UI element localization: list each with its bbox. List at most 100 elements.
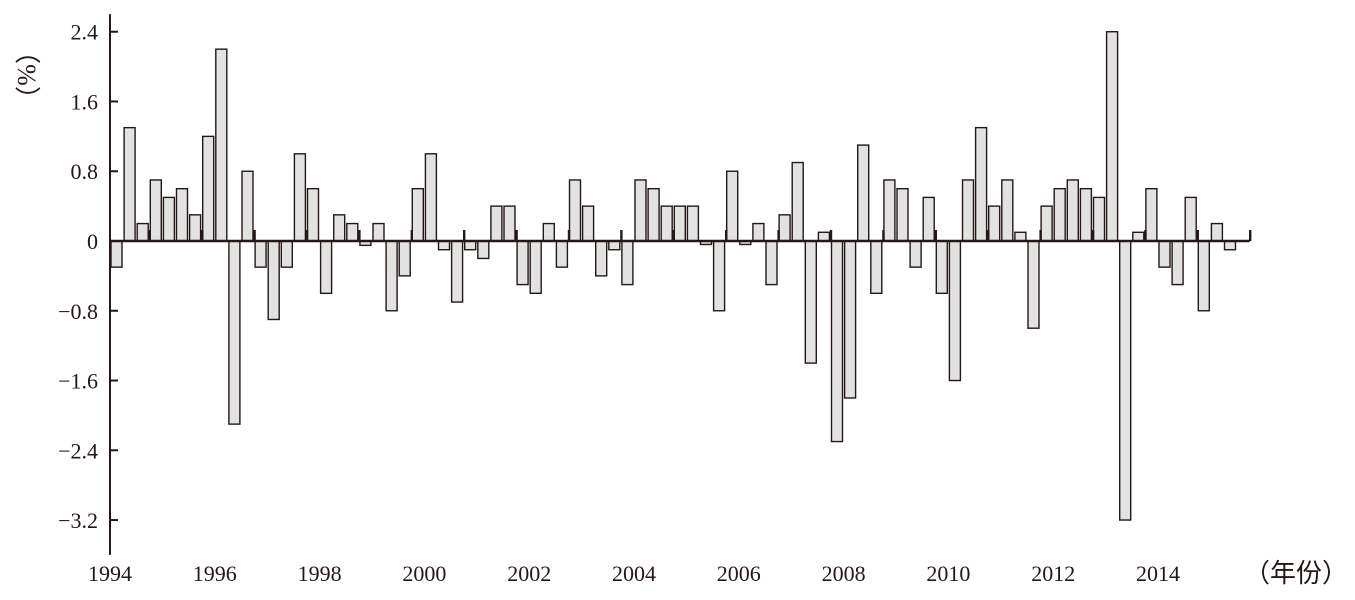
bar <box>1027 240 1040 329</box>
bar <box>909 240 922 268</box>
bar <box>450 240 464 303</box>
bar <box>974 126 988 242</box>
x-tick-label: 1998 <box>298 561 342 586</box>
bar <box>660 205 673 242</box>
bar <box>673 205 686 242</box>
bar <box>1066 179 1080 242</box>
bar <box>398 240 411 277</box>
y-tick-label: 1.6 <box>71 89 99 114</box>
bar <box>372 222 385 242</box>
bar <box>883 179 896 242</box>
bar <box>712 240 726 312</box>
bar <box>162 196 176 242</box>
bar <box>765 240 778 286</box>
bar <box>948 240 962 382</box>
bar <box>464 240 477 251</box>
bar <box>608 240 621 251</box>
bar <box>1118 240 1132 521</box>
bar <box>267 240 280 321</box>
bar <box>1014 231 1027 242</box>
x-tick-label: 2008 <box>822 561 866 586</box>
bar <box>1092 196 1106 242</box>
bar <box>817 231 831 242</box>
bar <box>1223 240 1237 251</box>
bar <box>988 205 1001 242</box>
bar <box>581 205 595 242</box>
bar <box>857 144 870 242</box>
bar <box>621 240 634 286</box>
y-tick-label: 2.4 <box>71 20 99 45</box>
x-tick-label: 1996 <box>193 561 237 586</box>
bar <box>922 196 935 242</box>
bar <box>1184 196 1197 242</box>
bar <box>529 240 542 295</box>
bar <box>215 48 228 242</box>
x-tick-label: 2010 <box>926 561 970 586</box>
bar <box>1079 187 1093 242</box>
x-tick-label: 2014 <box>1136 561 1180 586</box>
bar <box>542 222 555 242</box>
bar <box>1053 187 1066 242</box>
y-tick-label: −2.4 <box>58 438 98 463</box>
bar <box>188 214 202 242</box>
bar <box>228 240 241 425</box>
x-axis-label: （年份） <box>1244 559 1348 588</box>
bar <box>280 240 293 268</box>
bar <box>961 179 975 242</box>
bar <box>1158 240 1171 268</box>
bar <box>896 187 909 242</box>
bar <box>136 222 149 242</box>
bar <box>647 187 660 242</box>
bar <box>175 187 189 242</box>
y-axis-label: （%） <box>12 38 41 112</box>
bar <box>634 179 647 242</box>
bar <box>503 205 516 242</box>
bar <box>778 214 791 242</box>
y-tick-label: 0.8 <box>71 159 99 184</box>
bar <box>870 240 883 295</box>
x-tick-label: 1994 <box>88 561 132 586</box>
bars-layer <box>110 31 1237 521</box>
bar <box>935 240 948 295</box>
bar <box>843 240 857 399</box>
bar <box>804 240 817 364</box>
bar <box>346 222 359 242</box>
bar <box>201 135 215 242</box>
bar <box>1145 187 1158 242</box>
bar <box>123 126 136 242</box>
x-tick-label: 2000 <box>402 561 446 586</box>
x-tick-label: 2006 <box>717 561 761 586</box>
bar <box>424 153 438 242</box>
bar <box>254 240 267 268</box>
bar <box>319 240 333 295</box>
axes-layer <box>109 14 1252 555</box>
bar <box>437 240 451 251</box>
bar <box>516 240 529 286</box>
bar <box>1001 179 1014 242</box>
bar <box>686 205 700 242</box>
bar <box>1132 231 1145 242</box>
bar <box>595 240 608 277</box>
bar <box>791 161 804 242</box>
bar <box>411 187 424 242</box>
y-tick-label: −3.2 <box>58 508 98 533</box>
bar <box>110 240 123 268</box>
bar <box>1040 205 1053 242</box>
bar <box>385 240 398 312</box>
bar <box>830 240 844 443</box>
bar <box>241 170 254 242</box>
y-tick-label: −1.6 <box>58 369 98 394</box>
y-tick-label: 0 <box>87 229 98 254</box>
bar <box>149 179 163 242</box>
bar <box>726 170 739 242</box>
bar <box>1171 240 1184 286</box>
labels-layer: 2.4 1.6 0.8 0 −0.8 −1.6 −2.4 −3.2 1994 1996 1998 20… <box>58 20 1180 586</box>
bar <box>1210 222 1224 242</box>
x-tick-label: 2002 <box>507 561 551 586</box>
bar <box>568 179 582 242</box>
bar <box>555 240 569 268</box>
bar <box>306 187 320 242</box>
bar <box>752 222 765 242</box>
y-tick-label: −0.8 <box>58 299 98 324</box>
